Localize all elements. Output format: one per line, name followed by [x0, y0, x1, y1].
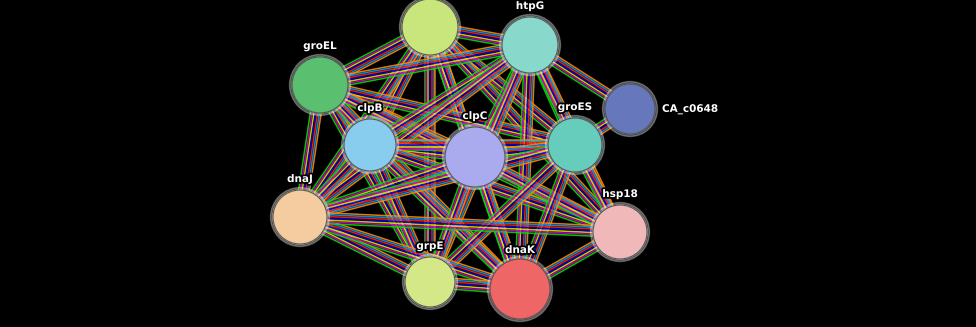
- Text: hsp18: hsp18: [602, 189, 637, 199]
- Circle shape: [399, 0, 461, 58]
- Circle shape: [270, 187, 330, 247]
- Circle shape: [442, 125, 508, 190]
- Circle shape: [273, 190, 327, 244]
- Text: dnaK: dnaK: [505, 245, 535, 255]
- Text: dnaK: dnaK: [505, 245, 535, 255]
- Circle shape: [402, 254, 458, 309]
- Text: htpG: htpG: [515, 1, 545, 11]
- Circle shape: [402, 0, 458, 55]
- Text: clpC: clpC: [463, 111, 487, 121]
- Circle shape: [342, 116, 398, 174]
- Text: clpB: clpB: [357, 103, 383, 113]
- Text: CA_c0648: CA_c0648: [662, 104, 718, 114]
- Text: clpB: clpB: [357, 103, 383, 113]
- Text: groEL: groEL: [304, 41, 337, 51]
- Text: dnaJ: dnaJ: [287, 174, 313, 184]
- Circle shape: [487, 256, 552, 321]
- Circle shape: [490, 259, 550, 319]
- Circle shape: [605, 84, 655, 134]
- Text: hsp18: hsp18: [602, 189, 637, 199]
- Circle shape: [290, 55, 350, 115]
- Circle shape: [593, 205, 647, 259]
- Text: groEL: groEL: [304, 41, 337, 51]
- Text: groES: groES: [557, 102, 592, 112]
- Circle shape: [602, 81, 658, 136]
- Circle shape: [405, 257, 455, 307]
- Circle shape: [548, 118, 602, 172]
- Text: dnaJ: dnaJ: [287, 174, 313, 184]
- Circle shape: [445, 127, 505, 187]
- Circle shape: [292, 57, 348, 113]
- Circle shape: [500, 14, 560, 76]
- Text: CA_c0648: CA_c0648: [662, 104, 718, 114]
- Circle shape: [344, 119, 396, 171]
- Text: htpG: htpG: [515, 1, 545, 11]
- Circle shape: [546, 115, 604, 175]
- Text: grpE: grpE: [417, 241, 444, 251]
- Text: groES: groES: [557, 102, 592, 112]
- Circle shape: [502, 17, 558, 73]
- Text: grpE: grpE: [417, 241, 444, 251]
- Circle shape: [590, 202, 649, 262]
- Text: clpC: clpC: [463, 111, 487, 121]
